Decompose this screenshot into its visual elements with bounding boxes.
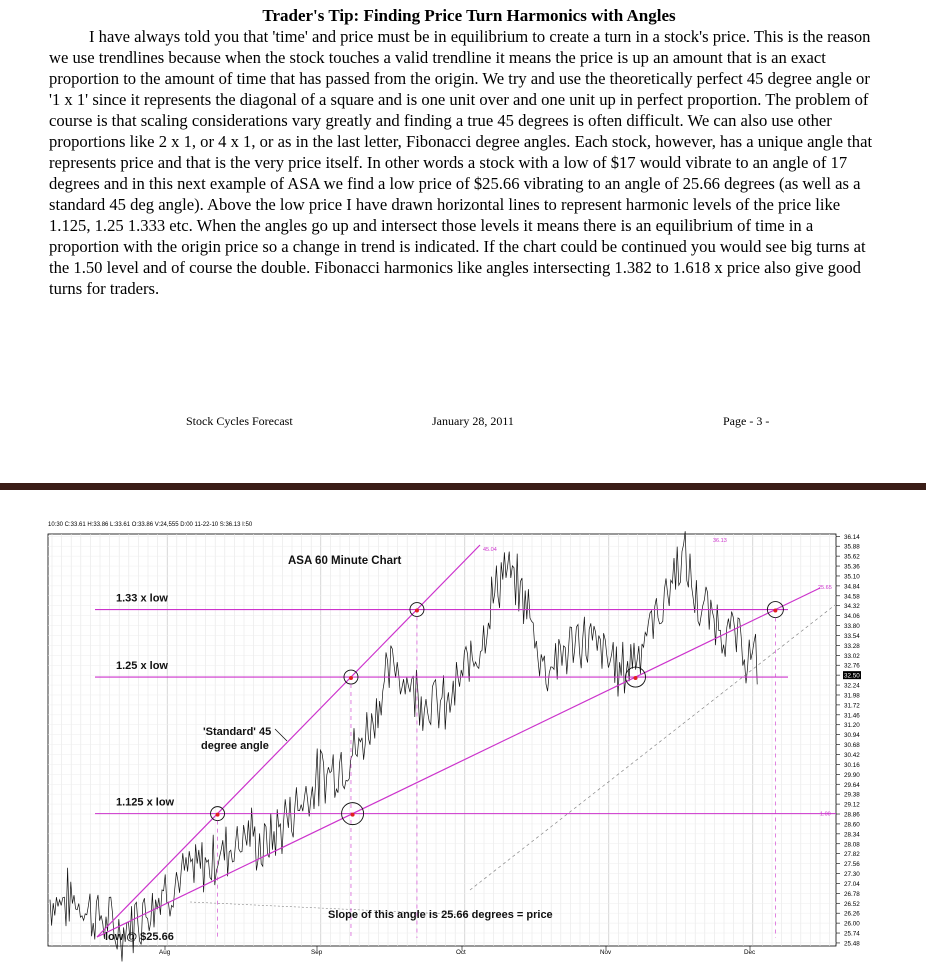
intersection-marker <box>350 812 355 817</box>
intersection-circle <box>625 666 646 688</box>
y-tick-label: 27.04 <box>844 881 860 888</box>
y-tick-label: 33.80 <box>844 623 860 630</box>
reference-dashed-line <box>189 901 471 916</box>
intersection-circle <box>343 669 359 685</box>
x-tick-label: Aug <box>159 949 171 956</box>
y-tick-label: 31.72 <box>844 702 860 709</box>
y-tick-label: 28.08 <box>844 841 860 848</box>
y-tick-label: 34.84 <box>844 583 860 590</box>
y-tick-label: 28.34 <box>844 831 860 838</box>
y-tick-label: 27.30 <box>844 871 860 878</box>
section-divider <box>0 483 926 490</box>
footer-left: Stock Cycles Forecast <box>186 414 293 428</box>
y-tick-label: 29.64 <box>844 782 860 789</box>
article-title: Trader's Tip: Finding Price Turn Harmoni… <box>262 6 676 25</box>
intersection-marker <box>215 812 220 817</box>
y-tick-label: 34.32 <box>844 603 860 610</box>
angle-45-tag: 45.04 <box>483 547 497 553</box>
y-tick-label: 30.16 <box>844 762 860 769</box>
y-tick-label: 35.88 <box>844 544 860 551</box>
y-tick-label: 27.82 <box>844 851 860 858</box>
standard-angle-label-line2: degree angle <box>201 740 269 752</box>
intersection-circle <box>341 802 365 826</box>
y-tick-label: 32.50 <box>844 673 860 680</box>
y-tick-label: 31.46 <box>844 712 860 719</box>
level-tag: 1.00 <box>820 812 831 818</box>
y-tick-label: 36.14 <box>844 534 860 541</box>
asa-price-chart: 10:30 C:33.61 H:33.86 L:33.61 O:33.86 V:… <box>47 522 861 962</box>
y-tick-label: 32.24 <box>844 683 860 690</box>
y-tick-label: 26.52 <box>844 901 860 908</box>
standard-angle-pointer <box>274 728 288 742</box>
chart-info-bar: 10:30 C:33.61 H:33.86 L:33.61 O:33.86 V:… <box>48 522 253 528</box>
y-tick-label: 26.00 <box>844 921 860 928</box>
y-tick-label: 25.48 <box>844 940 860 947</box>
harmonic-level-label: 1.33 x low <box>116 593 168 605</box>
standard-angle-label-line1: 'Standard' 45 <box>203 726 271 738</box>
x-tick-label: Dec <box>744 949 755 956</box>
harmonic-level-label: 1.25 x low <box>116 660 168 672</box>
y-tick-label: 30.42 <box>844 752 860 759</box>
intersection-marker <box>348 676 353 681</box>
y-tick-label: 34.58 <box>844 593 860 600</box>
intersection-marker <box>633 676 638 681</box>
angle-2566-tag: 25.65 <box>818 585 832 591</box>
y-tick-label: 25.74 <box>844 931 860 938</box>
y-tick-label: 28.86 <box>844 812 860 819</box>
y-tick-highlight <box>843 671 861 680</box>
y-tick-label: 29.12 <box>844 802 860 809</box>
y-tick-label: 28.60 <box>844 821 860 828</box>
y-tick-label: 27.56 <box>844 861 860 868</box>
footer-right: Page - 3 - <box>723 414 770 428</box>
y-tick-label: 34.06 <box>844 613 860 620</box>
y-tick-label: 33.54 <box>844 633 860 640</box>
y-tick-label: 33.02 <box>844 653 860 660</box>
x-tick-label: Oct <box>456 949 466 956</box>
y-tick-label: 35.10 <box>844 573 860 580</box>
x-tick-label: Sep <box>311 949 323 956</box>
y-tick-label: 31.98 <box>844 692 860 699</box>
x-tick-label: Nov <box>600 949 612 956</box>
chart-title: ASA 60 Minute Chart <box>288 555 401 567</box>
harmonic-level-label: 1.125 x low <box>116 797 175 809</box>
intersection-circle <box>766 601 784 618</box>
high-tag: 36.13 <box>713 538 727 544</box>
y-tick-label: 35.36 <box>844 564 860 571</box>
y-tick-label: 26.26 <box>844 911 860 918</box>
reference-dashed-line <box>469 604 836 891</box>
intersection-circle <box>409 602 425 617</box>
intersection-marker <box>414 608 419 613</box>
y-tick-label: 33.28 <box>844 643 860 650</box>
y-tick-label: 35.62 <box>844 554 860 561</box>
low-annotation: low @ $25.66 <box>105 931 174 943</box>
y-tick-label: 29.38 <box>844 792 860 799</box>
y-tick-label: 30.68 <box>844 742 860 749</box>
article-paragraph-text: I have always told you that 'time' and p… <box>49 27 873 298</box>
intersection-marker <box>773 608 778 613</box>
y-tick-label: 30.94 <box>844 732 860 739</box>
y-tick-label: 29.90 <box>844 772 860 779</box>
footer-center: January 28, 2011 <box>432 414 514 428</box>
slope-annotation: Slope of this angle is 25.66 degrees = p… <box>328 909 553 921</box>
y-tick-label: 32.76 <box>844 663 860 670</box>
article: Trader's Tip: Finding Price Turn Harmoni… <box>49 6 879 299</box>
article-paragraph: I have always told you that 'time' and p… <box>49 26 879 299</box>
y-tick-label: 31.20 <box>844 722 860 729</box>
chart-layer: 36.14 35.88 35.62 35.36 35.10 34.84 34.58 34.32… <box>47 531 861 962</box>
y-tick-label: 26.78 <box>844 891 860 898</box>
